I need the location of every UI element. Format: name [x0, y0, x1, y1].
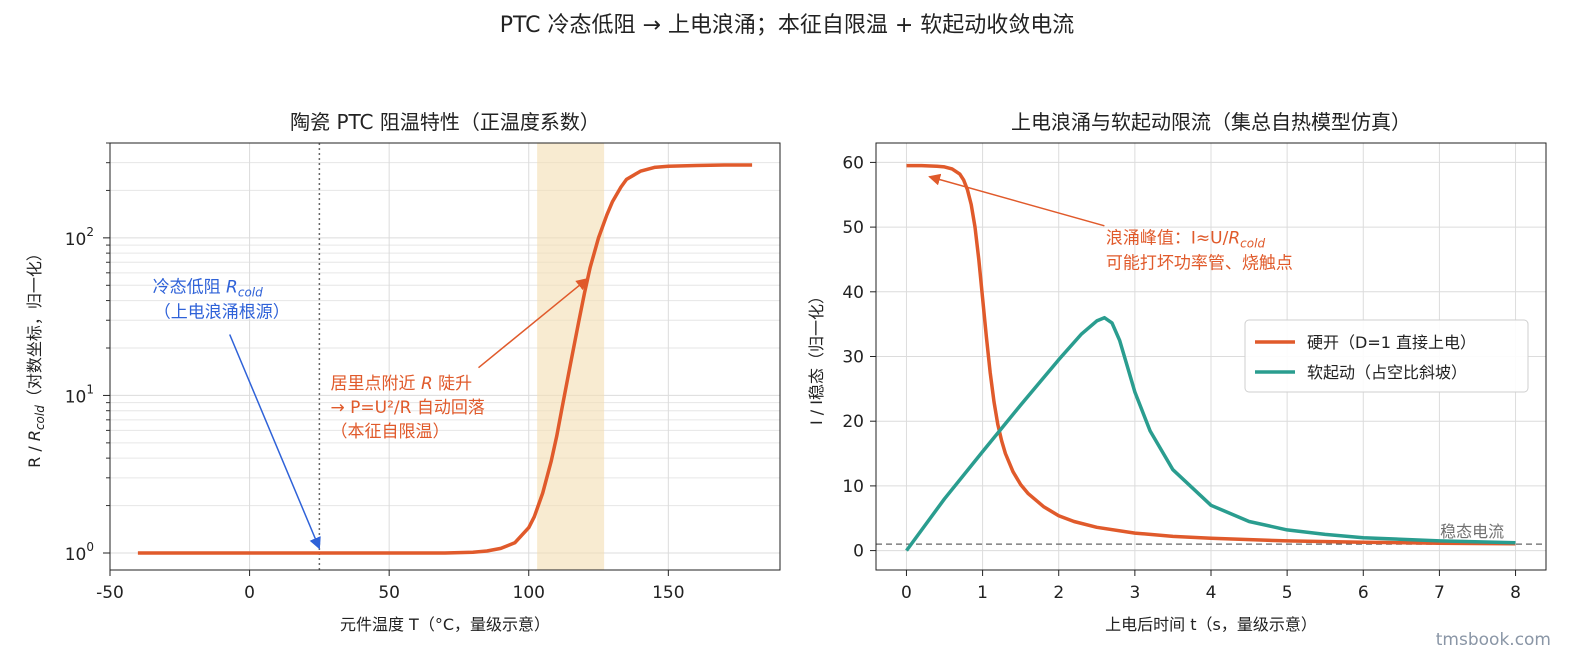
y-tick-base: 10 — [65, 230, 87, 250]
x-tick-label: 8 — [1510, 583, 1521, 603]
legend-label: 硬开（D=1 直接上电） — [1307, 333, 1476, 352]
steady-state-label: 稳态电流 — [1440, 522, 1504, 541]
x-axis-label: 元件温度 T（°C，量级示意） — [340, 615, 550, 634]
annotation-span: 浪涌峰值：I≈U/ — [1106, 228, 1229, 248]
annotation-text: （上电浪涌根源） — [154, 303, 290, 323]
annotation-sub: cold — [1240, 236, 1265, 250]
y-tick-label: 100 — [65, 540, 94, 565]
x-tick-label: 4 — [1206, 583, 1217, 603]
y-tick-base: 10 — [65, 387, 87, 407]
y-tick-label: 0 — [853, 542, 864, 562]
annotation-span: （本征自限温） — [331, 422, 450, 442]
x-tick-label: 0 — [901, 583, 912, 603]
x-tick-label: -50 — [96, 583, 124, 603]
inrush-current-chart: 稳态电流 0 1 2 3 4 5 6 7 8 0 10 20 30 40 50 60 上电浪涌与软起动限流（集总自… — [807, 110, 1547, 634]
y-tick-label: 101 — [65, 382, 94, 407]
annotation-text: 冷态低阻 Rcold — [153, 278, 263, 300]
annotation-text: 可能打坏功率管、烧触点 — [1106, 253, 1293, 273]
y-tick-label: 50 — [842, 218, 864, 238]
annotation-span: 居里点附近 — [331, 374, 421, 394]
legend-label: 软起动（占空比斜坡） — [1307, 363, 1467, 382]
plot-frame — [109, 142, 781, 571]
legend-box — [1244, 319, 1529, 393]
y-tick-label: 102 — [65, 225, 94, 250]
ptc-curve — [137, 163, 753, 555]
y-tick-label: 10 — [842, 477, 864, 497]
y-label-span: R / — [25, 441, 44, 468]
annotation-arrow-peak — [928, 173, 1105, 227]
panel-title: 陶瓷 PTC 阻温特性（正温度系数） — [290, 110, 600, 134]
y-tick-exponent: 0 — [86, 540, 94, 554]
x-tick-label: 2 — [1053, 583, 1064, 603]
y-tick-label: 40 — [842, 283, 864, 303]
annotation-text: 居里点附近 R 陡升 — [331, 374, 473, 394]
x-tick-label: 1 — [977, 583, 988, 603]
x-tick-label: 150 — [652, 583, 684, 603]
y-label-span: （对数坐标，归一化） — [25, 245, 44, 405]
annotation-text: 浪涌峰值：I≈U/Rcold — [1106, 228, 1266, 250]
y-axis-label: I / I稳态（归一化） — [807, 288, 826, 425]
y-tick-label: 60 — [842, 153, 864, 173]
annotation-span: 可能打坏功率管、烧触点 — [1106, 253, 1293, 273]
annotation-span: → P=U²/R 自动回落 — [331, 398, 485, 418]
annotation-var: R — [226, 278, 238, 298]
annotation-var: R — [1228, 228, 1240, 248]
annotation-arrow-curie — [478, 278, 589, 369]
annotation-span: 陡升 — [433, 374, 472, 394]
figure-suptitle: PTC 冷态低阻 → 上电浪涌；本征自限温 + 软起动收敛电流 — [500, 13, 1075, 38]
x-tick-label: 100 — [513, 583, 545, 603]
x-tick-label: 5 — [1282, 583, 1293, 603]
y-tick-exponent: 2 — [86, 225, 94, 239]
x-tick-label: 6 — [1358, 583, 1369, 603]
annotation-text: → P=U²/R 自动回落 — [331, 398, 485, 418]
annotation-text: （本征自限温） — [331, 422, 450, 442]
annotation-sub: cold — [238, 286, 263, 300]
x-tick-label: 50 — [378, 583, 400, 603]
annotation-arrow-cold — [229, 334, 321, 550]
annotation-var: R — [421, 374, 433, 394]
y-label-sub: cold — [33, 405, 47, 430]
y-tick-label: 20 — [842, 412, 864, 432]
x-tick-label: 7 — [1434, 583, 1445, 603]
y-axis-label: R / Rcold（对数坐标，归一化） — [25, 245, 47, 468]
x-tick-label: 0 — [244, 583, 255, 603]
y-tick-label: 30 — [842, 348, 864, 368]
panel-title: 上电浪涌与软起动限流（集总自热模型仿真） — [1011, 110, 1411, 134]
y-tick-exponent: 1 — [86, 382, 94, 396]
soft-start-curve — [905, 315, 1516, 552]
x-axis-label: 上电后时间 t（s，量级示意） — [1105, 615, 1317, 634]
y-label-var: R — [25, 430, 44, 441]
y-tick-base: 10 — [65, 545, 87, 565]
watermark: tmsbook.com — [1436, 630, 1551, 650]
legend: 硬开（D=1 直接上电） 软起动（占空比斜坡） — [1244, 319, 1529, 393]
annotation-span: （上电浪涌根源） — [154, 303, 290, 323]
x-tick-label: 3 — [1129, 583, 1140, 603]
annotation-span: 冷态低阻 — [153, 278, 226, 298]
